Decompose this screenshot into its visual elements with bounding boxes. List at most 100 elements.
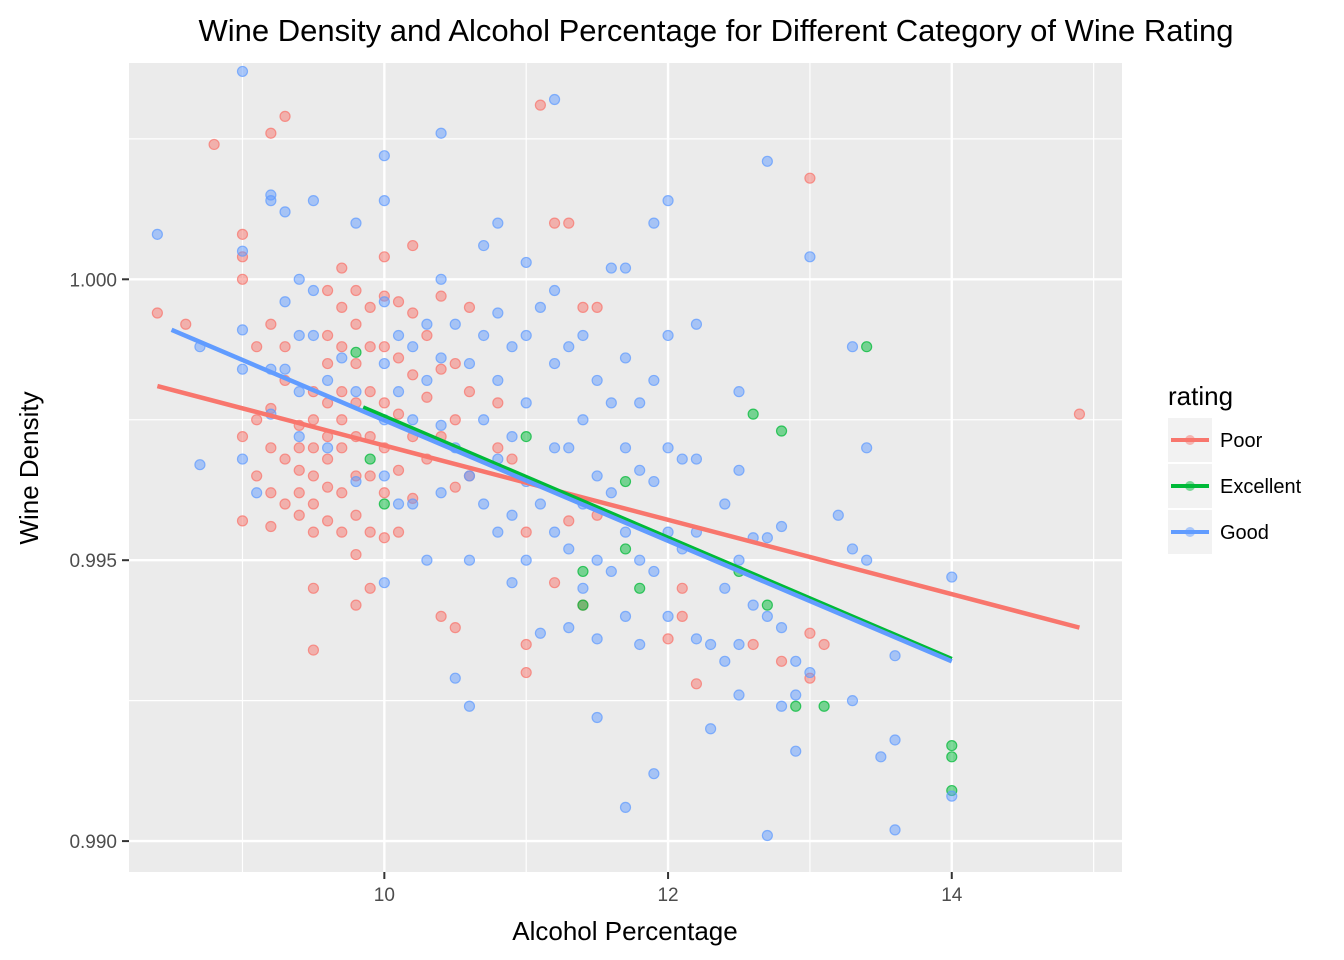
data-point [761, 532, 773, 544]
legend-label: Good [1220, 522, 1269, 544]
x-tick-label: 12 [657, 885, 678, 906]
legend-item-good: Good [1168, 510, 1269, 554]
legend-key-point [1185, 481, 1195, 491]
data-point [605, 565, 617, 578]
data-point [392, 408, 405, 420]
data-point [846, 341, 859, 353]
y-tick-label: 1.000 [69, 270, 117, 291]
data-point [1073, 408, 1086, 420]
data-point [605, 397, 617, 409]
data-point [350, 386, 362, 398]
data-point [236, 228, 249, 240]
data-point [690, 633, 703, 645]
data-point [577, 599, 589, 611]
data-point [520, 638, 532, 651]
data-point [548, 93, 561, 106]
data-point [392, 386, 405, 398]
x-axis-ticks: 10 12 14 [374, 872, 963, 906]
data-point [392, 329, 405, 342]
data-point [236, 245, 249, 257]
data-point [690, 453, 703, 465]
data-point [619, 543, 632, 555]
data-point [350, 318, 362, 330]
data-point [293, 509, 305, 521]
data-point [676, 453, 688, 465]
data-point [463, 700, 476, 712]
data-point [619, 610, 632, 622]
data-point [407, 369, 419, 381]
data-point [719, 498, 731, 510]
data-point [563, 515, 575, 527]
legend-item-poor: Poor [1168, 418, 1263, 462]
data-point [506, 453, 518, 465]
data-point [520, 431, 532, 443]
data-point [378, 498, 390, 510]
data-point [392, 526, 405, 538]
data-point [279, 206, 291, 218]
data-point [662, 195, 674, 207]
data-point [506, 341, 518, 353]
data-point [236, 324, 249, 336]
data-point [832, 509, 844, 521]
data-point [775, 622, 788, 634]
data-point [719, 582, 731, 594]
data-point [648, 475, 660, 488]
data-point [279, 498, 291, 510]
data-point [364, 301, 376, 313]
trend-lines [156, 327, 1081, 664]
data-point [421, 329, 433, 342]
data-point [449, 622, 461, 634]
data-point [733, 386, 745, 398]
data-point [407, 498, 419, 510]
data-point [577, 414, 589, 426]
data-point [634, 397, 646, 409]
data-point [151, 228, 163, 240]
data-point [265, 318, 277, 330]
data-point [761, 155, 773, 167]
data-point [350, 475, 362, 488]
data-point [449, 672, 461, 684]
data-point [492, 526, 504, 538]
data-point [676, 610, 688, 622]
data-point [520, 329, 532, 342]
data-point [634, 464, 646, 476]
data-point [449, 414, 461, 426]
data-point [591, 374, 603, 387]
data-point [818, 700, 830, 712]
data-point [378, 577, 390, 589]
data-point [307, 526, 320, 538]
data-point [364, 582, 376, 594]
data-point [407, 307, 419, 319]
data-point [435, 363, 447, 375]
series-excellent-points [350, 341, 958, 797]
data-point [236, 431, 249, 443]
data-point [577, 565, 589, 578]
data-point [265, 127, 277, 139]
data-point [151, 307, 163, 319]
data-point [790, 689, 802, 701]
data-point [307, 498, 320, 510]
data-point [435, 610, 447, 622]
data-point [520, 526, 532, 538]
data-point [619, 442, 632, 454]
data-point [534, 498, 546, 510]
data-point [889, 734, 901, 746]
data-point [378, 296, 390, 308]
data-point [307, 329, 320, 342]
data-point [563, 217, 575, 229]
data-point [463, 357, 476, 370]
data-point [548, 526, 561, 538]
data-point [392, 464, 405, 476]
data-point [336, 386, 348, 398]
data-point [775, 700, 788, 712]
data-point [293, 329, 305, 342]
data-point [336, 442, 348, 454]
y-axis-label: Wine Density [14, 391, 44, 544]
data-point [577, 301, 589, 313]
data-point [534, 301, 546, 313]
data-point [861, 341, 873, 353]
data-point [634, 582, 646, 594]
data-point [279, 296, 291, 308]
data-point [293, 386, 305, 398]
